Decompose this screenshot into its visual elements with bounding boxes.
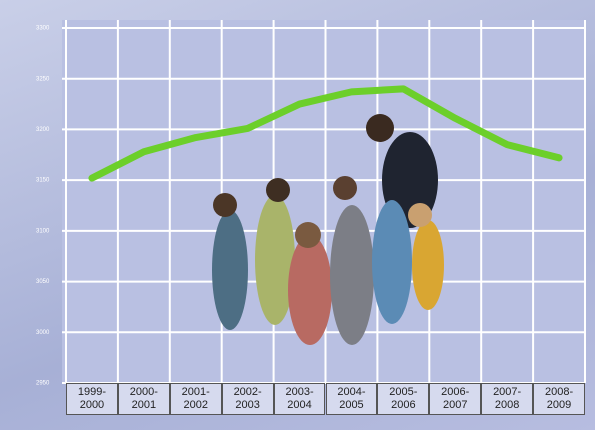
x-tick-label: 2000-2001	[117, 383, 170, 415]
y-tick-label: 3300	[36, 26, 50, 32]
child	[412, 220, 444, 310]
x-tick-label: 2008-2009	[533, 383, 585, 415]
child-head	[333, 176, 357, 200]
x-tick-label: 2004-2005	[325, 383, 378, 415]
data-line	[88, 85, 563, 182]
y-tick-label: 3100	[36, 228, 50, 234]
child	[255, 195, 295, 325]
child	[330, 205, 374, 345]
x-tick-label: 2007-2008	[481, 383, 534, 415]
x-tick-label: 1999-2000	[66, 383, 118, 415]
x-tick-label: 2006-2007	[429, 383, 482, 415]
y-tick-label: 3000	[36, 330, 50, 336]
child	[288, 235, 332, 345]
y-tick-label: 3200	[36, 127, 50, 133]
child-head	[408, 203, 432, 227]
teacher-head	[366, 114, 394, 142]
x-tick-label: 2002-2003	[221, 383, 274, 415]
y-tick-label: 2950	[36, 381, 50, 387]
x-tick-label: 2003-2004	[273, 383, 326, 415]
child	[372, 200, 412, 324]
y-tick-label: 3150	[36, 178, 50, 184]
y-tick-label: 3250	[36, 76, 50, 82]
y-tick-label: 3050	[36, 279, 50, 285]
photo-children	[212, 114, 444, 345]
x-tick-label: 2001-2002	[169, 383, 222, 415]
child	[212, 210, 248, 330]
child-head	[266, 178, 290, 202]
child-head	[295, 222, 321, 248]
child-head	[213, 193, 237, 217]
x-tick-label: 2005-2006	[377, 383, 430, 415]
